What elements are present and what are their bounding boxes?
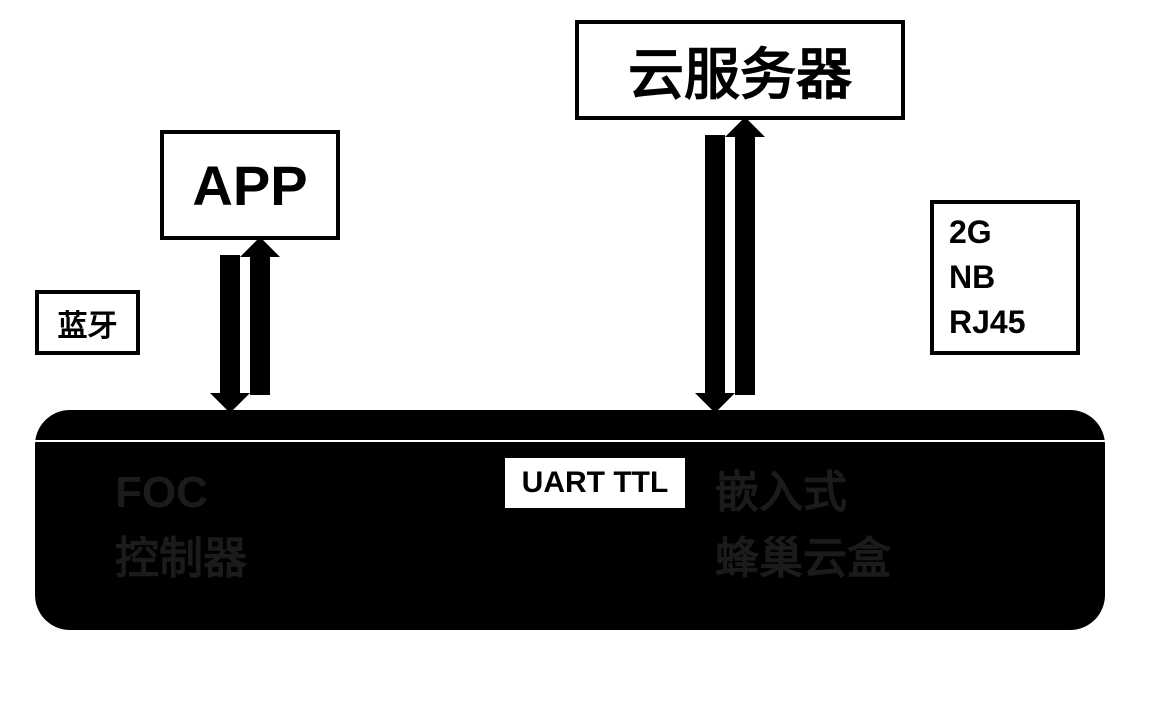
bluetooth-node: 蓝牙 (35, 290, 140, 355)
cloud-to-device-arrows (705, 135, 755, 395)
right-line1: 嵌入式 (715, 460, 891, 526)
main-device-node: FOC 控制器 UART TTL 嵌入式 蜂巢云盒 (35, 410, 1105, 630)
left-line2: 控制器 (115, 526, 247, 592)
network-line1: 2G (949, 210, 992, 255)
app-to-device-arrows (220, 255, 270, 395)
divider-line (35, 440, 1105, 442)
app-node: APP (160, 130, 340, 240)
app-label: APP (192, 153, 307, 218)
arrow-down-icon (705, 135, 725, 395)
left-line1: FOC (115, 460, 247, 526)
arrow-up-icon (250, 255, 270, 395)
bluetooth-label: 蓝牙 (58, 301, 118, 345)
uart-ttl-label: UART TTL (505, 458, 685, 508)
cloud-server-label: 云服务器 (628, 30, 852, 111)
embedded-box-label: 嵌入式 蜂巢云盒 (715, 460, 891, 592)
network-line3: RJ45 (949, 300, 1026, 345)
right-line2: 蜂巢云盒 (715, 526, 891, 592)
network-line2: NB (949, 255, 995, 300)
cloud-server-node: 云服务器 (575, 20, 905, 120)
network-types-node: 2G NB RJ45 (930, 200, 1080, 355)
uart-text: UART TTL (522, 466, 669, 500)
arrow-up-icon (735, 135, 755, 395)
foc-controller-label: FOC 控制器 (115, 460, 247, 592)
arrow-down-icon (220, 255, 240, 395)
